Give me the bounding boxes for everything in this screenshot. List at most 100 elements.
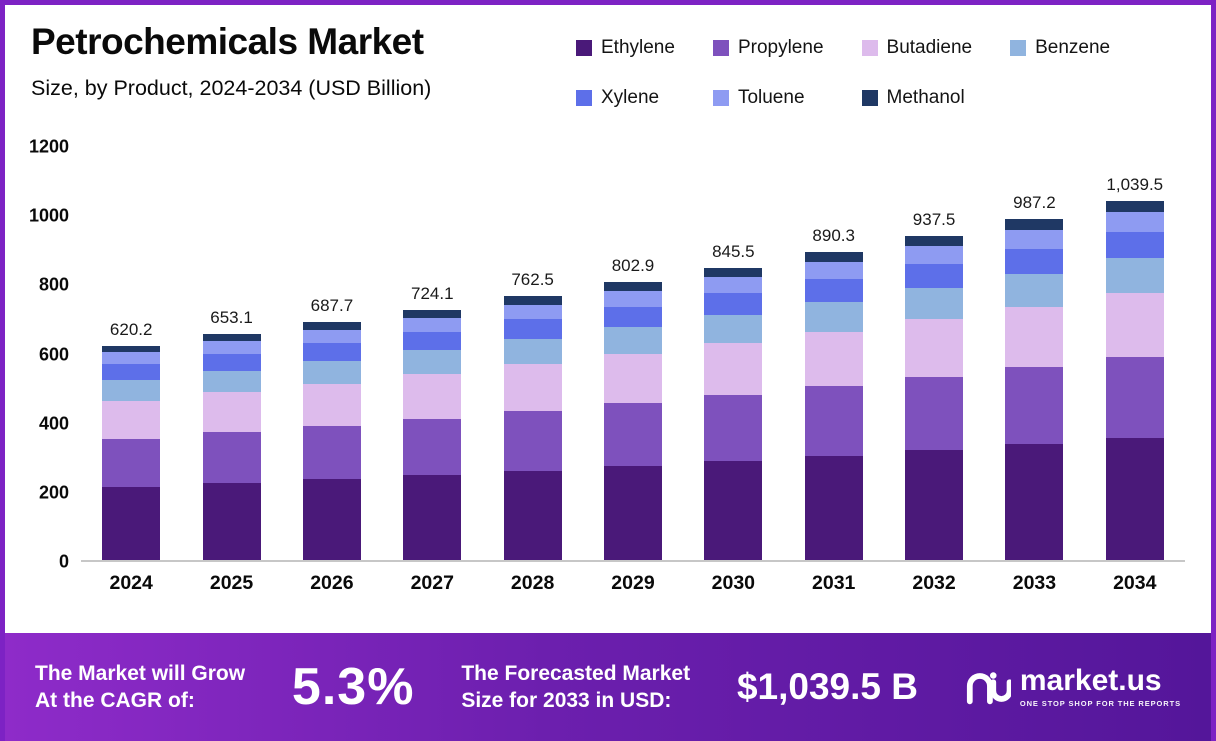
- bar-segment-butadiene: [102, 400, 161, 439]
- bar-total-label: 653.1: [210, 308, 253, 328]
- forecast-label-line1: The Forecasted Market: [461, 661, 691, 685]
- stacked-bar: [603, 282, 662, 560]
- bar-column-2025: 653.1: [181, 147, 281, 560]
- bar-segment-xylene: [102, 364, 161, 381]
- bar-total-label: 620.2: [109, 319, 153, 339]
- bar-segment-propylene: [302, 425, 361, 480]
- stacked-bar: [1005, 218, 1064, 560]
- legend-swatch-propylene: [712, 40, 729, 56]
- legend-label: Xylene: [601, 87, 660, 108]
- bar-column-2029: 802.9: [583, 147, 683, 560]
- cagr-label: The Market will Grow At the CAGR of:: [35, 660, 245, 715]
- x-axis-label: 2028: [510, 572, 555, 594]
- bar-segment-methanol: [603, 282, 662, 292]
- bar-segment-benzene: [603, 327, 662, 355]
- bar-segment-butadiene: [905, 319, 964, 377]
- bar-total-label: 687.7: [310, 296, 354, 316]
- bar-segment-xylene: [403, 331, 462, 350]
- bar-segment-toluene: [202, 341, 261, 355]
- bar-segment-methanol: [905, 235, 964, 247]
- bar-segment-toluene: [704, 276, 763, 294]
- bar-segment-butadiene: [503, 364, 562, 412]
- header: Petrochemicals Market Size, by Product, …: [5, 5, 1211, 133]
- y-axis-label: 600: [38, 344, 69, 364]
- bar-total-label: 762.5: [511, 270, 554, 290]
- bar-segment-propylene: [102, 438, 161, 488]
- bar-segment-toluene: [403, 317, 462, 332]
- bar-segment-ethylene: [1105, 438, 1164, 560]
- bar-column-2027: 724.1: [382, 147, 482, 560]
- bar-segment-ethylene: [603, 465, 662, 560]
- legend-item-propylene: Propylene: [712, 37, 824, 59]
- legend-item-ethylene: Ethylene: [576, 37, 675, 59]
- bar-segment-xylene: [503, 319, 562, 339]
- bar-segment-propylene: [704, 394, 763, 461]
- bar-segment-toluene: [603, 291, 662, 307]
- y-axis-label: 1200: [28, 136, 69, 157]
- legend-label: Butadiene: [886, 37, 973, 58]
- bar-segment-toluene: [905, 246, 964, 265]
- stacked-bar: [704, 267, 763, 560]
- bar-segment-toluene: [503, 304, 562, 320]
- legend-label: Toluene: [737, 87, 805, 108]
- chart-area: 0 200 400 600 800 1000 1200 620.2 653.1 687.7 724…: [15, 137, 1185, 572]
- x-axis: 2024 2025 2026 2027 2028 2029 2030 2031 2032 2033…: [81, 572, 1185, 595]
- bar-segment-ethylene: [403, 475, 462, 560]
- bar-column-2032: 937.5: [884, 147, 984, 560]
- bar-segment-butadiene: [202, 392, 261, 433]
- legend-swatch-toluene: [712, 90, 729, 106]
- bottom-banner: The Market will Grow At the CAGR of: 5.3…: [5, 633, 1211, 741]
- x-axis-label: 2026: [310, 572, 354, 594]
- legend-swatch-xylene: [576, 90, 592, 106]
- bar-column-2031: 890.3: [784, 147, 884, 560]
- legend-swatch-butadiene: [861, 40, 878, 56]
- bar-segment-methanol: [1005, 218, 1064, 230]
- bar-segment-xylene: [905, 264, 964, 289]
- stacked-bar: [905, 235, 964, 560]
- bar-segment-propylene: [202, 432, 261, 484]
- y-axis-label: 400: [38, 413, 69, 434]
- bar-segment-methanol: [302, 322, 361, 330]
- marketus-logo: market.us ONE STOP SHOP FOR THE REPORTS: [965, 666, 1181, 708]
- bar-segment-benzene: [704, 314, 763, 344]
- bar-segment-methanol: [704, 267, 763, 277]
- bar-segment-butadiene: [302, 383, 361, 426]
- bar-segment-toluene: [1105, 212, 1164, 233]
- bar-segment-benzene: [102, 380, 161, 401]
- bar-segment-butadiene: [403, 374, 462, 419]
- x-axis-label: 2029: [611, 572, 655, 594]
- stacked-bar: [202, 334, 261, 560]
- bar-segment-xylene: [1105, 232, 1164, 259]
- bar-total-label: 937.5: [912, 209, 956, 229]
- legend-item-butadiene: Butadiene: [861, 37, 973, 59]
- bar-segment-butadiene: [704, 343, 763, 395]
- bar-column-2034: 1,039.5: [1085, 147, 1185, 560]
- bar-segment-benzene: [302, 360, 361, 384]
- legend-item-methanol: Methanol: [861, 87, 973, 109]
- bar-segment-butadiene: [1005, 306, 1064, 368]
- bar-segment-benzene: [905, 288, 964, 320]
- x-axis-label: 2024: [109, 572, 153, 594]
- bar-column-2028: 762.5: [482, 147, 582, 560]
- x-axis-label: 2025: [209, 572, 254, 594]
- bar-segment-ethylene: [804, 455, 863, 560]
- bar-segment-benzene: [403, 349, 462, 375]
- page-subtitle: Size, by Product, 2024-2034 (USD Billion…: [31, 76, 432, 100]
- bar-segment-xylene: [603, 306, 662, 328]
- cagr-label-line1: The Market will Grow: [35, 661, 246, 685]
- bar-segment-propylene: [403, 418, 462, 476]
- bar-total-label: 802.9: [611, 256, 655, 276]
- bar-segment-ethylene: [1005, 444, 1064, 560]
- bar-segment-toluene: [804, 261, 863, 280]
- legend-swatch-methanol: [861, 90, 878, 106]
- bar-segment-ethylene: [102, 487, 161, 560]
- bar-segment-xylene: [302, 343, 361, 361]
- bar-segment-butadiene: [1105, 293, 1164, 357]
- bar-column-2033: 987.2: [984, 147, 1084, 560]
- stacked-bar: [1105, 200, 1164, 560]
- legend-item-xylene: Xylene: [576, 87, 675, 109]
- x-axis-label: 2031: [812, 572, 856, 594]
- bar-segment-propylene: [603, 403, 662, 466]
- bar-segment-methanol: [403, 309, 462, 318]
